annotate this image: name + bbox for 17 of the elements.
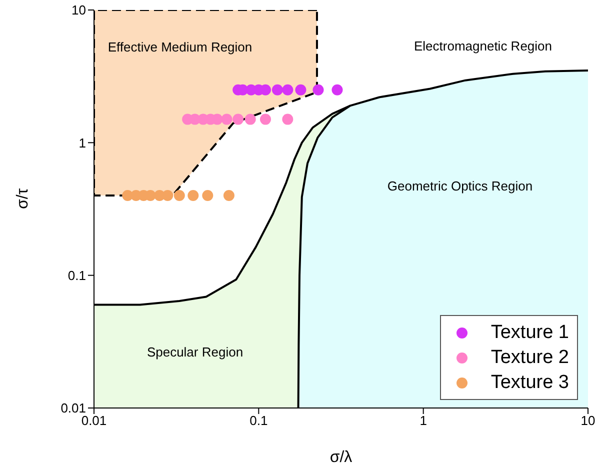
- annotation: Specular Region: [146, 344, 244, 360]
- annotation: Electromagnetic Region: [414, 38, 552, 54]
- x-tick-label: 10: [580, 413, 596, 428]
- y-tick-label: 0.1: [68, 268, 86, 283]
- x-axis-title: σ/λ: [330, 449, 352, 466]
- y-tick-label: 1: [78, 135, 86, 150]
- x-tick-label: 0.01: [81, 413, 107, 428]
- y-axis-title: σ/τ: [14, 188, 32, 209]
- y-tick-label: 0.01: [60, 400, 86, 416]
- legend-label: Texture 3: [490, 371, 569, 395]
- y-tick-label: 10: [72, 2, 86, 18]
- x-tick-label: 0.1: [250, 413, 268, 428]
- annotation: Effective Medium Region: [108, 40, 252, 54]
- annotation: Geometric Optics Region: [387, 178, 533, 194]
- legend-label: Texture 2: [490, 346, 569, 370]
- x-tick-label: 1: [420, 413, 427, 428]
- legend-label: Texture 1: [490, 321, 569, 345]
